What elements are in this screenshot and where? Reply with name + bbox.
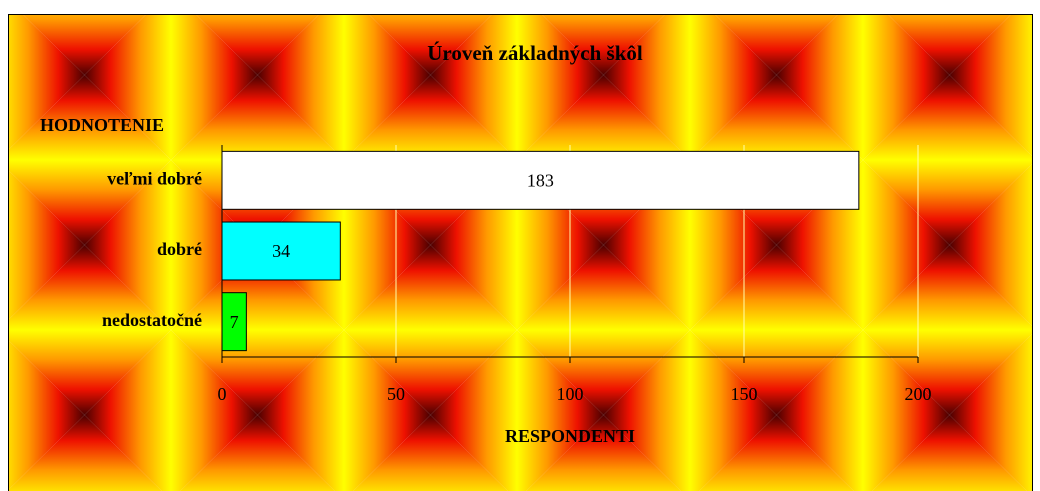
chart-background <box>8 14 1033 491</box>
x-tick-label: 50 <box>387 384 405 404</box>
x-tick-label: 200 <box>905 384 932 404</box>
x-tick-label: 150 <box>731 384 758 404</box>
bar <box>221 292 247 352</box>
bar <box>221 221 341 281</box>
data-label: 7 <box>230 312 239 332</box>
y-tick-label: veľmi dobré <box>107 168 202 188</box>
y-tick-label: nedostatočné <box>102 310 202 330</box>
chart-title: Úroveň základných škôl <box>427 41 643 65</box>
data-label: 183 <box>527 170 554 190</box>
x-tick-label: 100 <box>557 384 584 404</box>
data-label: 34 <box>272 241 290 261</box>
y-tick-label: dobré <box>157 239 202 259</box>
x-axis-title: RESPONDENTI <box>505 426 635 446</box>
y-axis-title: HODNOTENIE <box>40 115 164 135</box>
x-tick-label: 0 <box>218 384 227 404</box>
bar <box>221 150 860 210</box>
